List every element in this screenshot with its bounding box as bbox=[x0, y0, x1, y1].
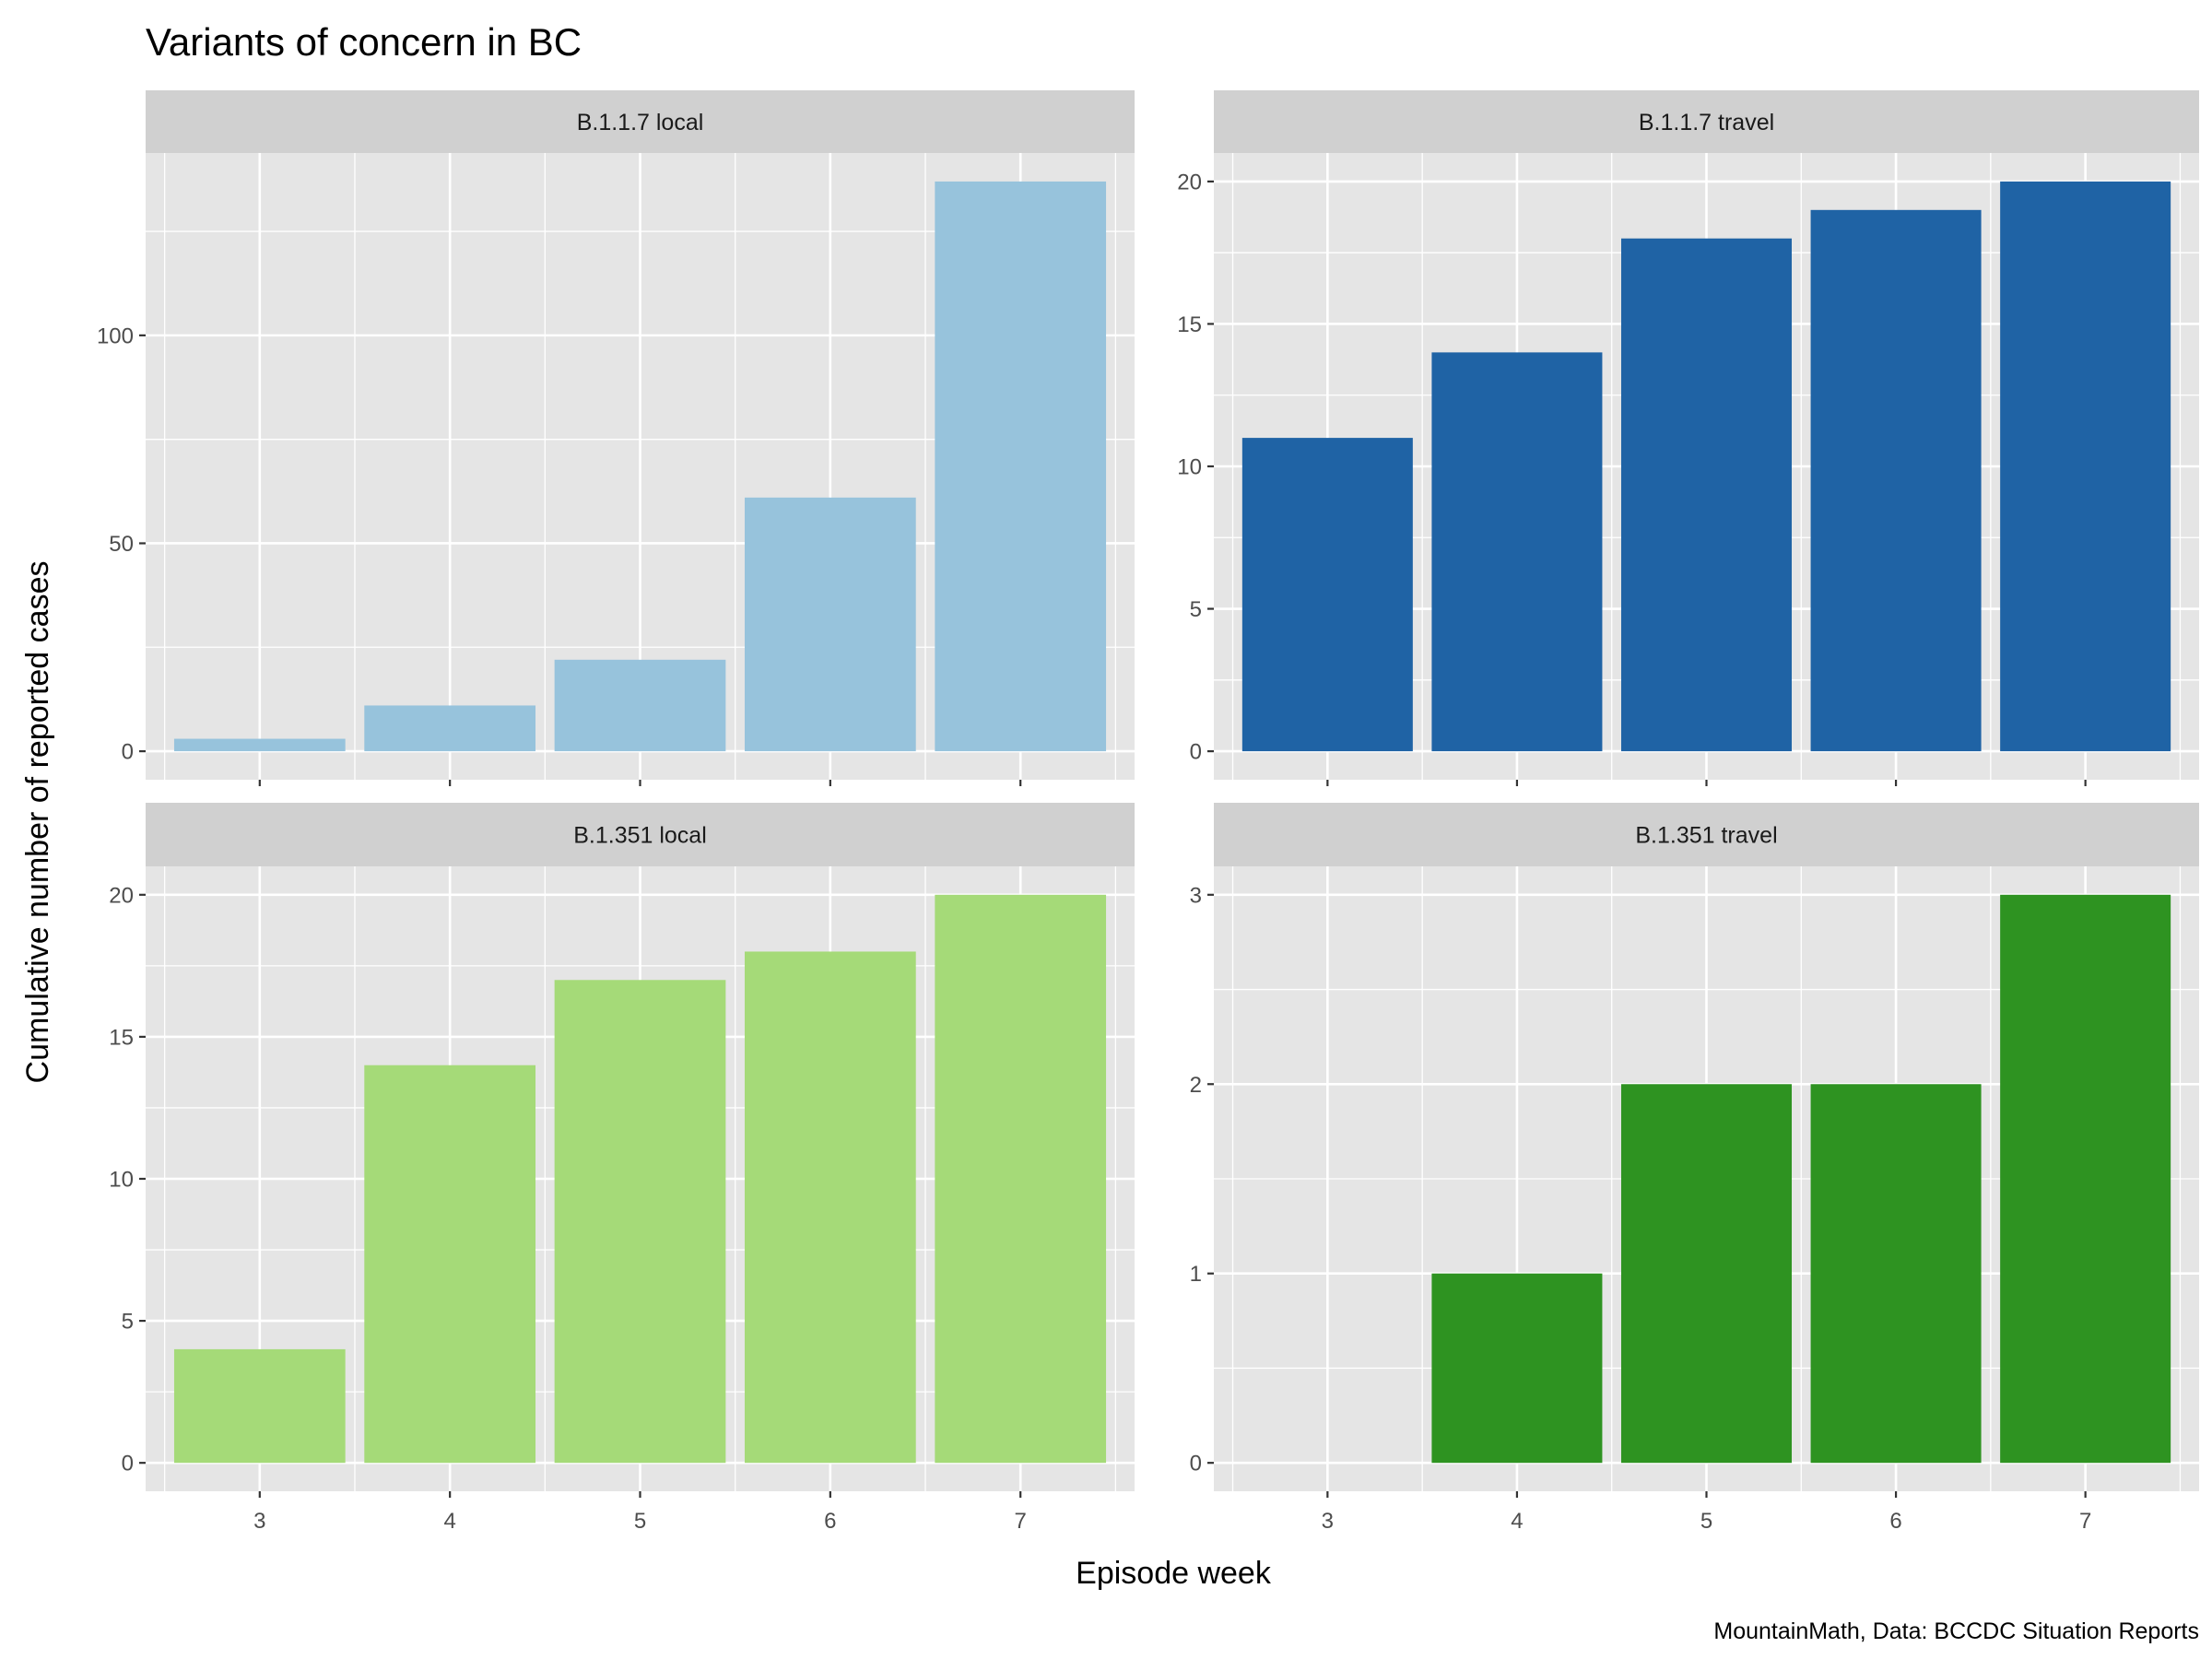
facet-strip-label: B.1.351 local bbox=[573, 823, 707, 849]
bar bbox=[1620, 238, 1793, 752]
facet-strip bbox=[146, 803, 1135, 866]
y-tick-label: 100 bbox=[97, 324, 134, 348]
bar bbox=[935, 894, 1107, 1464]
y-tick-label: 0 bbox=[1190, 1452, 1202, 1477]
bar bbox=[1431, 352, 1603, 752]
y-tick-label: 2 bbox=[1190, 1073, 1202, 1098]
y-tick-label: 10 bbox=[1177, 455, 1202, 480]
bar bbox=[173, 1348, 346, 1464]
x-tick-label: 6 bbox=[824, 1509, 836, 1534]
y-axis-title: Cumulative number of reported cases bbox=[20, 561, 55, 1084]
bar bbox=[364, 1065, 536, 1464]
bar bbox=[744, 951, 916, 1464]
y-tick-label: 20 bbox=[1177, 170, 1202, 194]
y-tick-label: 0 bbox=[122, 740, 134, 765]
bar bbox=[2000, 894, 2171, 1464]
bar bbox=[1810, 209, 1982, 752]
x-tick-label: 7 bbox=[2079, 1509, 2091, 1534]
facet-panel: B.1.351 local 0 5 10 15 20 3 4 5 6 7 bbox=[109, 803, 1135, 1534]
y-tick-label: 5 bbox=[1190, 597, 1202, 622]
bar bbox=[1431, 1273, 1603, 1464]
bar bbox=[554, 980, 726, 1464]
bar bbox=[2000, 181, 2171, 752]
bar bbox=[1810, 1084, 1982, 1464]
y-tick-label: 20 bbox=[109, 883, 134, 908]
x-tick-label: 7 bbox=[1015, 1509, 1027, 1534]
bar bbox=[554, 659, 726, 752]
x-tick-label: 3 bbox=[1322, 1509, 1334, 1534]
bar bbox=[364, 705, 536, 752]
facet-panel: B.1.1.7 local 0 50 100 bbox=[97, 90, 1135, 786]
x-tick-label: 6 bbox=[1889, 1509, 1901, 1534]
x-tick-label: 4 bbox=[443, 1509, 455, 1534]
bar bbox=[1241, 438, 1413, 752]
y-tick-label: 3 bbox=[1190, 883, 1202, 908]
x-tick-label: 3 bbox=[253, 1509, 265, 1534]
y-tick-label: 0 bbox=[122, 1452, 134, 1477]
bar bbox=[1620, 1084, 1793, 1464]
x-axis-title: Episode week bbox=[1076, 1556, 1272, 1591]
facet-panel: B.1.351 travel 0 1 2 3 3 4 5 6 7 bbox=[1190, 803, 2199, 1534]
facet-strip-label: B.1.1.7 local bbox=[577, 110, 704, 135]
y-tick-label: 15 bbox=[1177, 312, 1202, 337]
y-tick-label: 15 bbox=[109, 1025, 134, 1050]
x-tick-label: 5 bbox=[634, 1509, 646, 1534]
y-tick-label: 10 bbox=[109, 1168, 134, 1193]
y-tick-label: 50 bbox=[109, 532, 134, 557]
bar bbox=[173, 738, 346, 752]
bar bbox=[935, 181, 1107, 752]
facet-strip bbox=[1214, 90, 2199, 153]
chart-title: Variants of concern in BC bbox=[146, 20, 582, 64]
facet-strip bbox=[146, 90, 1135, 153]
facet-panel: B.1.1.7 travel 0 5 10 15 20 bbox=[1177, 90, 2199, 786]
y-tick-label: 0 bbox=[1190, 740, 1202, 765]
facet-strip bbox=[1214, 803, 2199, 866]
facet-strip-label: B.1.351 travel bbox=[1635, 823, 1777, 849]
facet-strip-label: B.1.1.7 travel bbox=[1639, 110, 1774, 135]
x-tick-label: 5 bbox=[1700, 1509, 1712, 1534]
bar bbox=[744, 497, 916, 752]
x-tick-label: 4 bbox=[1511, 1509, 1523, 1534]
y-tick-label: 5 bbox=[122, 1310, 134, 1335]
chart-caption: MountainMath, Data: BCCDC Situation Repo… bbox=[1713, 1618, 2199, 1644]
y-tick-label: 1 bbox=[1190, 1262, 1202, 1287]
